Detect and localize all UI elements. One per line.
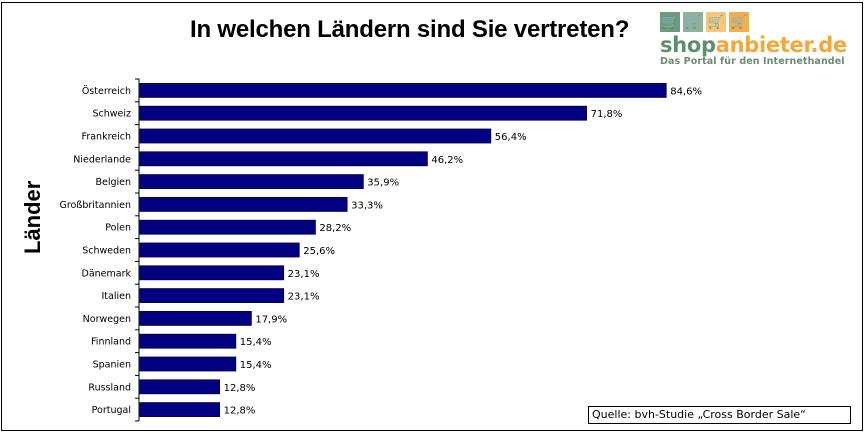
cart-icon: 🛒 xyxy=(660,12,680,32)
value-label: 15,4% xyxy=(240,360,272,371)
value-label: 35,9% xyxy=(367,178,399,189)
value-label: 17,9% xyxy=(255,314,287,325)
value-label: 46,2% xyxy=(431,155,463,166)
bar xyxy=(139,128,492,144)
value-label: 25,6% xyxy=(303,246,335,257)
value-label: 71,8% xyxy=(591,109,623,120)
cart-icon: 🛒 xyxy=(729,12,749,32)
logo-wordmark-part1: shop xyxy=(660,33,716,57)
cart-icon: 🛒 xyxy=(706,12,726,32)
bar xyxy=(139,219,316,235)
bar xyxy=(139,379,221,395)
bar xyxy=(139,265,285,281)
bar xyxy=(139,196,348,212)
logo-tagline: Das Portal für den Internethandel xyxy=(660,56,845,67)
cart-icon: 🛒 xyxy=(683,12,703,32)
category-label: Schweiz xyxy=(92,109,131,120)
bar xyxy=(139,402,221,418)
category-label: Niederlande xyxy=(73,154,131,165)
bar xyxy=(139,242,300,258)
value-label: 84,6% xyxy=(670,86,702,97)
bar xyxy=(139,356,237,372)
value-label: 28,2% xyxy=(319,223,351,234)
value-label: 23,1% xyxy=(288,269,320,280)
bar xyxy=(139,288,285,304)
value-label: 23,1% xyxy=(288,292,320,303)
logo-wordmark: shopanbieter.de xyxy=(660,34,860,56)
logo-carts: 🛒 🛒 🛒 🛒 xyxy=(660,12,860,32)
source-note: Quelle: bvh-Studie „Cross Border Sale“ xyxy=(588,406,851,424)
bar xyxy=(139,333,237,349)
logo-wordmark-part2: anbieter.de xyxy=(715,33,848,57)
value-label: 56,4% xyxy=(495,132,527,143)
logo: 🛒 🛒 🛒 🛒 shopanbieter.de Das Portal für d… xyxy=(660,12,860,72)
bar xyxy=(139,310,252,326)
bar xyxy=(139,174,364,190)
bar xyxy=(139,151,428,167)
value-label: 12,8% xyxy=(224,383,256,394)
category-label: Spanien xyxy=(93,360,131,371)
bar xyxy=(139,105,587,121)
category-label: Österreich xyxy=(82,86,131,97)
category-label: Großbritannien xyxy=(59,200,131,211)
category-label: Russland xyxy=(88,382,131,393)
category-label: Frankreich xyxy=(82,132,131,143)
category-label: Dänemark xyxy=(82,268,132,279)
bar xyxy=(139,83,667,98)
value-label: 12,8% xyxy=(224,406,256,417)
category-label: Norwegen xyxy=(83,314,131,325)
category-label: Italien xyxy=(102,291,132,302)
category-label: Portugal xyxy=(92,405,131,416)
chart-title: In welchen Ländern sind Sie vertreten? xyxy=(190,16,630,43)
value-label: 15,4% xyxy=(240,337,272,348)
category-label: Schweden xyxy=(82,246,131,257)
category-label: Polen xyxy=(105,223,131,234)
category-label: Finnland xyxy=(91,337,131,348)
category-label: Belgien xyxy=(95,177,131,188)
value-label: 33,3% xyxy=(351,200,383,211)
